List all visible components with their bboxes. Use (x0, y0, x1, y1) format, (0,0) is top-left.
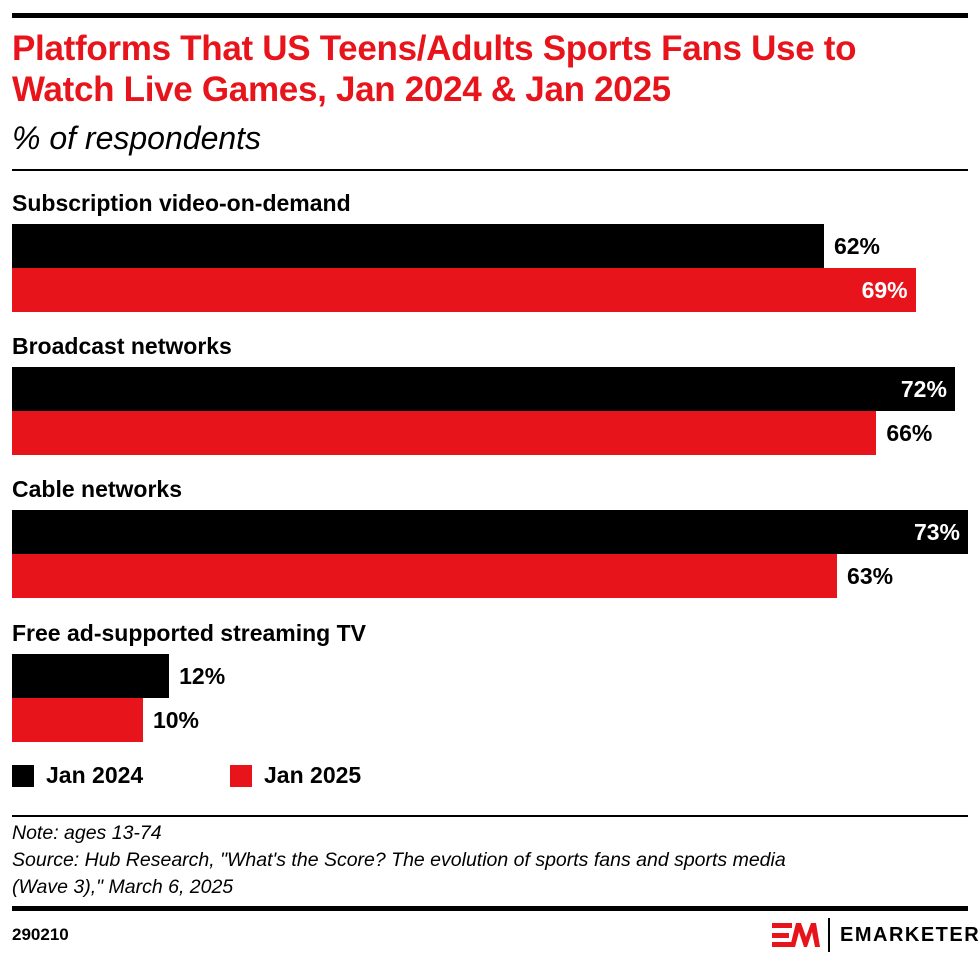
legend-label: Jan 2025 (264, 762, 362, 788)
data-label: 69% (861, 277, 908, 303)
chart-subtitle: % of respondents (12, 120, 262, 156)
source-line-2: (Wave 3)," March 6, 2025 (12, 876, 234, 898)
category-label: Broadcast networks (12, 333, 232, 359)
emarketer-logo: EMARKETER (772, 918, 980, 952)
logo-divider (828, 918, 830, 952)
bar-jan-2024 (12, 224, 824, 268)
bar-jan-2025 (12, 411, 877, 455)
bar-jan-2025 (12, 268, 916, 312)
subtitle-rule (12, 169, 968, 171)
top-rule (12, 13, 968, 18)
bar-jan-2024 (12, 367, 955, 411)
source-line-1: Source: Hub Research, "What's the Score?… (12, 849, 786, 871)
chart-id: 290210 (12, 925, 69, 944)
bar-jan-2024 (12, 510, 968, 554)
legend-swatch (12, 764, 34, 787)
notes-rule (12, 815, 968, 817)
data-label: 72% (900, 376, 947, 402)
bar-jan-2025 (12, 554, 838, 598)
legend-swatch (230, 764, 252, 787)
bottom-rule (12, 906, 968, 911)
chart-title: Platforms That US Teens/Adults Sports Fa… (12, 29, 857, 109)
brand-name: EMARKETER (840, 923, 980, 946)
bar-jan-2024 (12, 654, 170, 698)
category-label: Subscription video-on-demand (12, 190, 351, 216)
bar-jan-2025 (12, 698, 143, 742)
category-label: Free ad-supported streaming TV (12, 620, 367, 646)
data-label: 12% (179, 663, 226, 689)
data-label: 10% (152, 707, 199, 733)
data-label: 62% (833, 233, 880, 259)
data-label: 73% (913, 519, 960, 545)
em-logo-icon (772, 923, 820, 947)
note: Note: ages 13-74 (12, 822, 162, 844)
legend-label: Jan 2024 (46, 762, 144, 788)
data-label: 63% (847, 563, 894, 589)
category-label: Cable networks (12, 476, 182, 502)
legend-item-jan-2025: Jan 2025 (230, 762, 361, 789)
legend-item-jan-2024: Jan 2024 (12, 762, 143, 789)
data-label: 66% (886, 420, 933, 446)
